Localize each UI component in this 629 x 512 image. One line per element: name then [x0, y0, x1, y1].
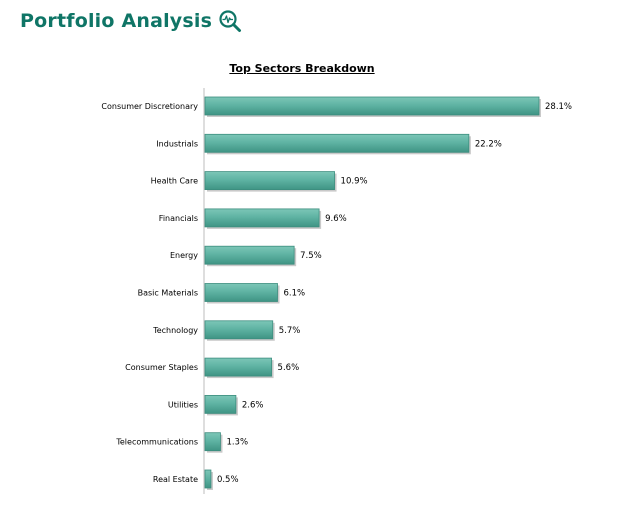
value-label: 0.5% [217, 475, 239, 485]
value-label: 2.6% [242, 400, 264, 410]
category-label: Consumer Discretionary [101, 102, 198, 111]
category-label: Telecommunications [115, 438, 198, 447]
chart-title: Top Sectors Breakdown [229, 62, 375, 75]
value-label: 5.6% [278, 363, 300, 373]
bar[interactable] [204, 283, 278, 302]
category-label: Basic Materials [138, 289, 198, 298]
bar[interactable] [204, 432, 221, 452]
page-header: Portfolio Analysis [20, 6, 242, 36]
category-label: Financials [159, 214, 198, 223]
value-label: 7.5% [300, 251, 322, 261]
value-label: 22.2% [475, 139, 502, 149]
bar[interactable] [204, 394, 237, 414]
bar[interactable] [204, 469, 212, 489]
bar[interactable] [204, 171, 335, 191]
bar[interactable] [204, 357, 272, 377]
bar[interactable] [204, 208, 320, 228]
value-label: 28.1% [545, 102, 572, 112]
magnifier-pulse-icon[interactable] [218, 9, 242, 33]
page-title: Portfolio Analysis [20, 10, 213, 32]
category-label: Real Estate [153, 475, 198, 484]
value-label: 1.3% [226, 438, 248, 448]
category-label: Health Care [151, 177, 198, 186]
bar[interactable] [204, 245, 295, 265]
category-label: Consumer Staples [125, 363, 198, 372]
value-label: 10.9% [341, 177, 368, 187]
category-label: Industrials [156, 139, 198, 148]
bar[interactable] [204, 96, 540, 116]
category-label: Utilities [168, 400, 198, 409]
category-label: Energy [170, 251, 198, 260]
bar[interactable] [204, 320, 274, 340]
value-label: 5.7% [279, 326, 301, 336]
category-label: Technology [152, 326, 198, 335]
value-label: 6.1% [284, 289, 306, 299]
value-label: 9.6% [325, 214, 347, 224]
bar[interactable] [204, 133, 470, 153]
